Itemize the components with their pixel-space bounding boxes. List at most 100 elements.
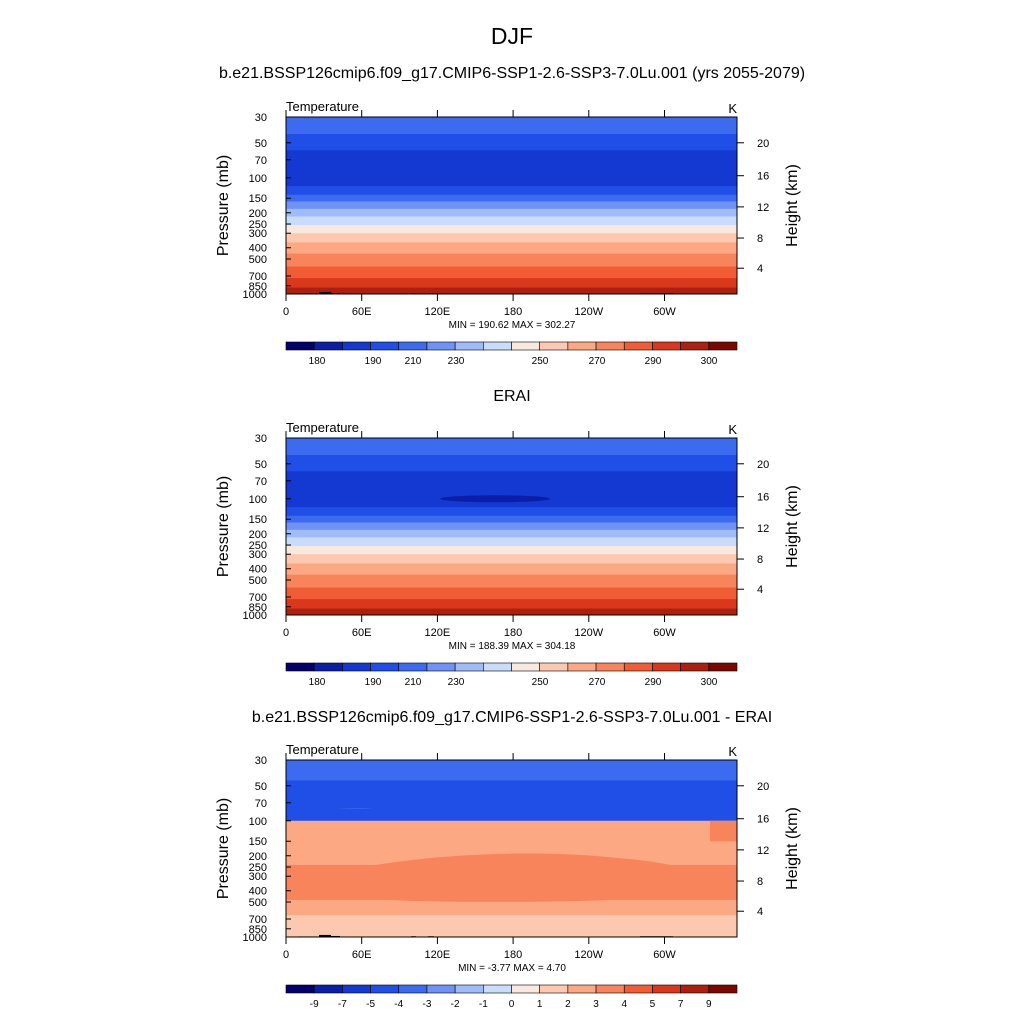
x-tick-label: 120E xyxy=(425,306,451,318)
panel-title: b.e21.BSSP126cmip6.f09_g17.CMIP6-SSP1-2.… xyxy=(219,65,805,82)
y-tick-label: 30 xyxy=(255,433,267,445)
y-tick-label: 150 xyxy=(249,836,267,848)
y2-tick-label: 20 xyxy=(757,138,769,150)
cooling-region xyxy=(286,793,737,821)
y2-tick-label: 8 xyxy=(757,554,763,566)
contour-fill xyxy=(286,760,737,937)
x-tick-label: 120W xyxy=(574,949,603,961)
colorbar-swatch xyxy=(511,341,540,351)
min-max-stats: MIN = 190.62 MAX = 302.27 xyxy=(449,320,576,331)
y-tick-label: 700 xyxy=(249,592,267,604)
colorbar-label: 180 xyxy=(309,356,326,367)
colorbar-label: 210 xyxy=(405,677,422,688)
y-tick-label: 150 xyxy=(249,193,267,205)
colorbar-swatch xyxy=(595,662,625,672)
y-axis-label: Pressure (mb) xyxy=(215,155,232,256)
y-tick-label: 70 xyxy=(255,155,267,167)
y-tick-label: 400 xyxy=(249,564,267,576)
y-tick-label: 30 xyxy=(255,755,267,767)
y-tick-label: 100 xyxy=(249,173,267,185)
contour-band xyxy=(286,194,737,203)
colorbar-swatch xyxy=(454,341,484,351)
cold-core xyxy=(440,495,550,503)
x-tick-label: 60E xyxy=(352,627,372,639)
y-tick-label: 1000 xyxy=(243,289,267,301)
y2-axis-label: Height (km) xyxy=(784,164,801,247)
y-tick-label: 300 xyxy=(249,549,267,561)
contour-band xyxy=(286,529,737,539)
colorbar-label: 250 xyxy=(532,677,549,688)
colorbar-swatch xyxy=(398,341,428,351)
colorbar-swatch xyxy=(623,984,653,994)
colorbar-swatch xyxy=(285,662,315,672)
y-tick-label: 500 xyxy=(249,254,267,266)
contour-band xyxy=(286,554,737,565)
y2-tick-label: 4 xyxy=(757,906,763,918)
plot-frame xyxy=(285,437,738,616)
y-axis-label: Pressure (mb) xyxy=(215,798,232,899)
colorbar-swatch xyxy=(398,984,428,994)
x-tick-label: 60E xyxy=(352,949,372,961)
colorbar-label: 190 xyxy=(365,356,382,367)
x-tick-label: 120E xyxy=(425,949,451,961)
colorbar-label: 270 xyxy=(589,356,606,367)
colorbar-label: -5 xyxy=(366,999,375,1010)
colorbar-label: 5 xyxy=(650,999,656,1010)
y2-tick-label: 8 xyxy=(757,233,763,245)
colorbar-swatch xyxy=(567,662,597,672)
colorbar-swatch xyxy=(454,984,484,994)
colorbar-swatch xyxy=(567,341,597,351)
y-tick-label: 50 xyxy=(255,781,267,793)
colorbar-swatch xyxy=(313,984,343,994)
y-tick-label: 100 xyxy=(249,816,267,828)
colorbar-swatch xyxy=(708,341,738,351)
variable-label: Temperature xyxy=(286,420,359,435)
panel-title: b.e21.BSSP126cmip6.f09_g17.CMIP6-SSP1-2.… xyxy=(252,709,772,726)
contour-band xyxy=(286,522,737,531)
contour-band xyxy=(286,915,737,928)
y2-tick-label: 4 xyxy=(757,263,763,275)
y-tick-label: 150 xyxy=(249,514,267,526)
colorbar: 180 190 210 230 250 270 290 300 xyxy=(285,341,738,367)
y-tick-label: 1000 xyxy=(243,932,267,944)
colorbar-label: 250 xyxy=(532,356,549,367)
colorbar-label: 300 xyxy=(701,677,718,688)
units-label: K xyxy=(728,101,737,116)
y-tick-label: 70 xyxy=(255,476,267,488)
contour-band xyxy=(286,563,737,576)
y2-tick-label: 16 xyxy=(757,814,769,826)
x-tick-label: 0 xyxy=(283,627,289,639)
x-tick-label: 60E xyxy=(352,306,372,318)
x-tick-label: 60W xyxy=(653,306,676,318)
colorbar-swatch xyxy=(595,984,625,994)
colorbar-swatch xyxy=(567,984,597,994)
x-tick-label: 0 xyxy=(283,306,289,318)
colorbar-swatch xyxy=(342,662,371,672)
contour-band xyxy=(286,150,737,187)
y-tick-label: 700 xyxy=(249,271,267,283)
contour-band xyxy=(286,253,737,268)
contour-band xyxy=(286,574,737,589)
y2-tick-label: 12 xyxy=(757,845,769,857)
contour-band xyxy=(286,242,737,255)
colorbar-swatch xyxy=(342,341,371,351)
colorbar-swatch xyxy=(511,662,540,672)
colorbar-label: 0 xyxy=(509,999,515,1010)
warming-core xyxy=(320,853,708,902)
topography-mask xyxy=(331,935,340,937)
colorbar-label: 230 xyxy=(448,677,465,688)
panel-title: ERAI xyxy=(493,388,530,405)
contour-band xyxy=(286,546,737,555)
y-tick-label: 200 xyxy=(249,851,267,863)
colorbar-label: 4 xyxy=(621,999,627,1010)
colorbar-swatch xyxy=(652,341,681,351)
colorbar-label: 290 xyxy=(645,677,662,688)
figure-title: DJF xyxy=(491,23,533,49)
y-tick-label: 250 xyxy=(249,219,267,231)
colorbar-swatch xyxy=(708,662,738,672)
colorbar-swatch xyxy=(595,341,625,351)
y-tick-label: 100 xyxy=(249,494,267,506)
colorbar-label: 9 xyxy=(706,999,712,1010)
x-tick-label: 0 xyxy=(283,949,289,961)
contour-band xyxy=(286,608,737,615)
